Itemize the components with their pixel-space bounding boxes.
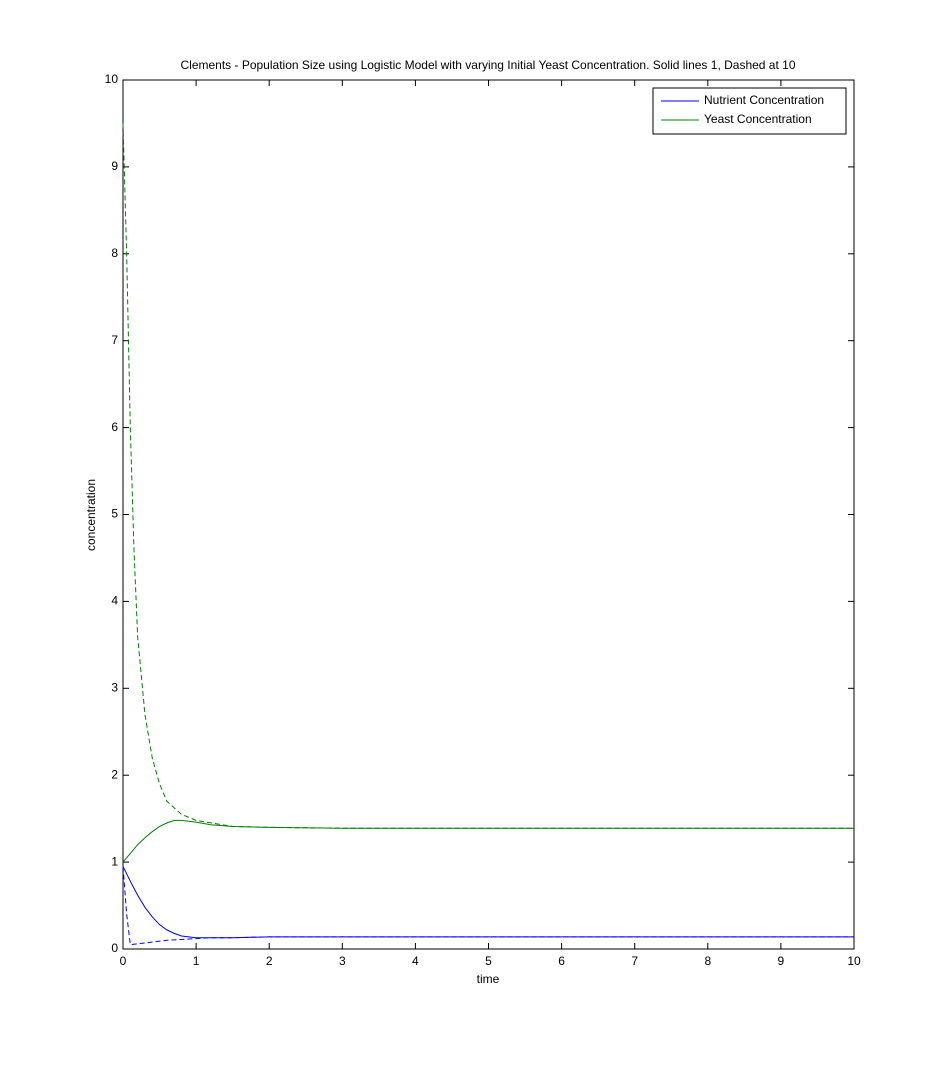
y-tick-label: 0	[111, 941, 118, 955]
y-tick-label: 1	[111, 854, 118, 868]
y-tick-label: 10	[105, 72, 119, 86]
series-line	[122, 866, 854, 939]
legend-label: Yeast Concentration	[704, 112, 812, 126]
x-tick-label: 9	[778, 954, 785, 968]
y-tick-label: 6	[111, 420, 118, 434]
x-tick-label: 0	[120, 954, 127, 968]
x-tick-label: 5	[485, 954, 492, 968]
plot-area	[122, 79, 855, 950]
y-tick-label: 9	[111, 159, 118, 173]
chart-title: Clements - Population Size using Logisti…	[180, 58, 795, 72]
y-tick-label: 4	[111, 594, 118, 608]
series-line	[122, 866, 854, 946]
legend-label: Nutrient Concentration	[704, 93, 824, 107]
y-tick-label: 2	[111, 767, 118, 781]
y-tick-label: 8	[111, 246, 118, 260]
legend-box	[652, 87, 847, 135]
y-tick-label: 3	[111, 680, 118, 694]
x-tick-label: 2	[266, 954, 273, 968]
x-axis-label: time	[477, 972, 500, 986]
x-tick-label: 7	[631, 954, 638, 968]
y-tick-label: 7	[111, 333, 118, 347]
x-tick-label: 6	[558, 954, 565, 968]
x-tick-label: 4	[412, 954, 419, 968]
x-tick-label: 1	[193, 954, 200, 968]
series-line	[122, 123, 854, 829]
y-tick-label: 5	[111, 507, 118, 521]
x-tick-label: 8	[704, 954, 711, 968]
y-axis-label: concentration	[84, 479, 98, 551]
x-tick-label: 3	[339, 954, 346, 968]
x-tick-label: 10	[847, 954, 861, 968]
